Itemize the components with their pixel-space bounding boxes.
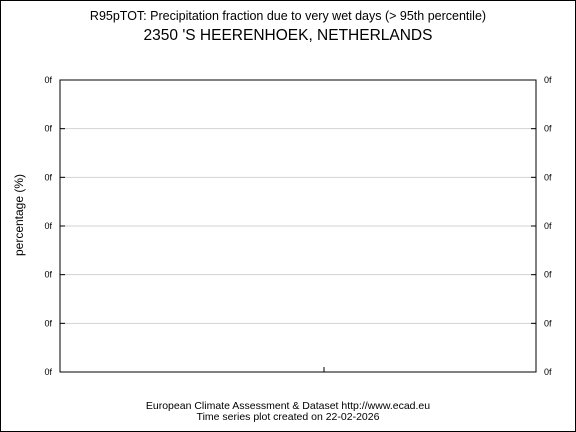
y-tick-label-left: 0f (44, 318, 52, 328)
y-tick-label-left: 0f (44, 172, 52, 182)
y-tick-label-left: 0f (44, 270, 52, 280)
footer-source: European Climate Assessment & Dataset ht… (145, 400, 431, 412)
y-axis-ticks: 0f 0f 0f 0f 0f 0f 0f 0f 0f 0f 0f 0f 0f 0f (44, 75, 552, 377)
y-tick-label-right: 0f (544, 172, 552, 182)
y-tick-label-right: 0f (544, 75, 552, 85)
y-tick-label-left: 0f (44, 367, 52, 377)
chart-subtitle: 2350 'S HEERENHOEK, NETHERLANDS (143, 27, 433, 44)
y-tick-label-right: 0f (544, 318, 552, 328)
y-tick-label-right: 0f (544, 124, 552, 134)
y-tick-label-right: 0f (544, 270, 552, 280)
y-tick-label-right: 0f (544, 367, 552, 377)
grid-lines (60, 128, 536, 324)
y-tick-label-left: 0f (44, 75, 52, 85)
y-tick-label-left: 0f (44, 221, 52, 231)
y-tick-label-right: 0f (544, 221, 552, 231)
chart-title: R95pTOT: Precipitation fraction due to v… (89, 9, 487, 23)
footer-created: Time series plot created on 22-02-2026 (196, 411, 380, 423)
y-tick-label-left: 0f (44, 124, 52, 134)
